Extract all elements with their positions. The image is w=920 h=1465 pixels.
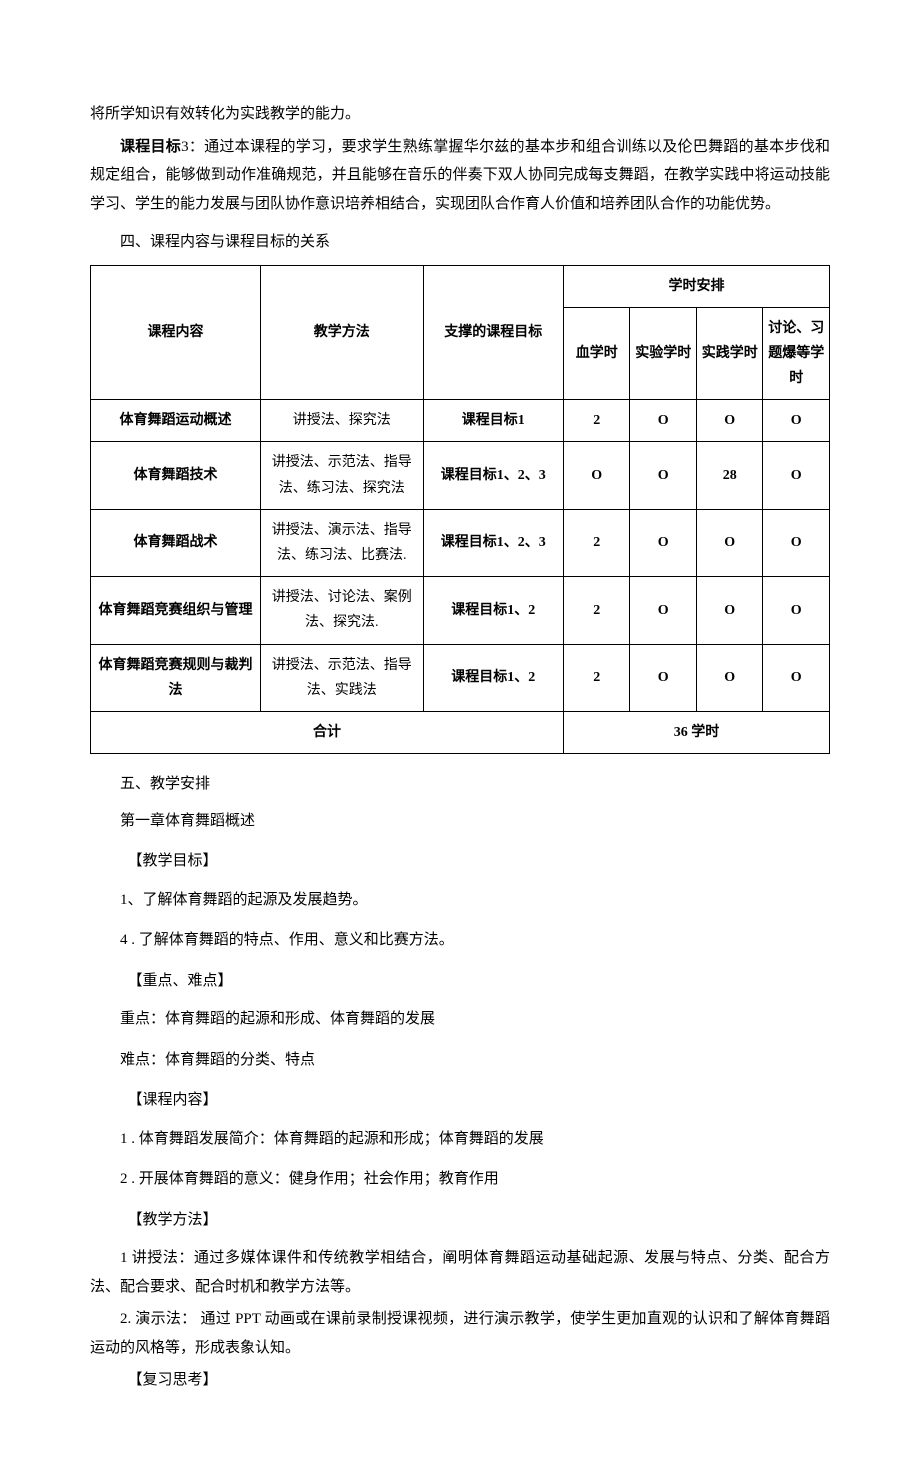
th-h4: 讨论、习题爆等学时 <box>763 307 830 400</box>
content-item-2: 2 . 开展体育舞蹈的意义：健身作用；社会作用；教育作用 <box>90 1165 830 1194</box>
total-value: 36 学时 <box>563 711 829 753</box>
th-h2: 实验学时 <box>630 307 697 400</box>
cell-h4: O <box>763 442 830 509</box>
method-item-1: 1 讲授法：通过多媒体课件和传统教学相结合，阐明体育舞蹈运动基础起源、发展与特点… <box>90 1244 830 1301</box>
cell-h2: O <box>630 442 697 509</box>
cell-content: 体育舞蹈竞赛规则与裁判法 <box>91 644 261 711</box>
cell-target: 课程目标1、2、3 <box>423 442 563 509</box>
cell-h4: O <box>763 644 830 711</box>
goal-3-num: 3： <box>181 139 204 155</box>
cell-h4: O <box>763 509 830 576</box>
content-item-1: 1 . 体育舞蹈发展简介：体育舞蹈的起源和形成；体育舞蹈的发展 <box>90 1125 830 1154</box>
table-row: 体育舞蹈竞赛组织与管理 讲授法、讨论法、案例法、探究法. 课程目标1、2 2 O… <box>91 577 830 644</box>
section-5-heading: 五、教学安排 <box>90 770 830 799</box>
cell-h3: 28 <box>696 442 763 509</box>
goal-3-label: 课程目标 <box>120 139 181 155</box>
cell-target: 课程目标1、2 <box>423 577 563 644</box>
cell-method: 讲授法、演示法、指导法、练习法、比赛法. <box>260 509 423 576</box>
cell-h1: 2 <box>563 509 630 576</box>
cell-h1: 2 <box>563 644 630 711</box>
th-content: 课程内容 <box>91 265 261 400</box>
th-target: 支撑的课程目标 <box>423 265 563 400</box>
cell-content: 体育舞蹈竞赛组织与管理 <box>91 577 261 644</box>
th-method: 教学方法 <box>260 265 423 400</box>
table-total-row: 合计 36 学时 <box>91 711 830 753</box>
cell-h3: O <box>696 577 763 644</box>
goal-3-paragraph: 课程目标3：通过本课程的学习，要求学生熟练掌握华尔兹的基本步和组合训练以及伦巴舞… <box>90 133 830 219</box>
cell-h2: O <box>630 644 697 711</box>
cell-method: 讲授法、示范法、指导法、练习法、探究法 <box>260 442 423 509</box>
cell-method: 讲授法、示范法、指导法、实践法 <box>260 644 423 711</box>
th-h3: 实践学时 <box>696 307 763 400</box>
table-row: 体育舞蹈战术 讲授法、演示法、指导法、练习法、比赛法. 课程目标1、2、3 2 … <box>91 509 830 576</box>
cell-h4: O <box>763 577 830 644</box>
key-points-heading: 【重点、难点】 <box>90 967 830 996</box>
goal-item-1: 1、了解体育舞蹈的起源及发展趋势。 <box>90 886 830 915</box>
cell-h2: O <box>630 400 697 442</box>
cell-method: 讲授法、探究法 <box>260 400 423 442</box>
table-row: 体育舞蹈技术 讲授法、示范法、指导法、练习法、探究法 课程目标1、2、3 O O… <box>91 442 830 509</box>
cell-h1: O <box>563 442 630 509</box>
intro-line-1: 将所学知识有效转化为实践教学的能力。 <box>90 100 830 129</box>
cell-h2: O <box>630 509 697 576</box>
cell-h3: O <box>696 400 763 442</box>
review-heading: 【复习思考】 <box>90 1366 830 1395</box>
cell-h1: 2 <box>563 577 630 644</box>
cell-target: 课程目标1、2 <box>423 644 563 711</box>
chapter-1-title: 第一章体育舞蹈概述 <box>90 807 830 836</box>
cell-h3: O <box>696 509 763 576</box>
cell-h2: O <box>630 577 697 644</box>
cell-h1: 2 <box>563 400 630 442</box>
total-label: 合计 <box>91 711 564 753</box>
cell-content: 体育舞蹈运动概述 <box>91 400 261 442</box>
teaching-goal-heading: 【教学目标】 <box>90 847 830 876</box>
key-point-2: 难点：体育舞蹈的分类、特点 <box>90 1046 830 1075</box>
key-point-1: 重点：体育舞蹈的起源和形成、体育舞蹈的发展 <box>90 1005 830 1034</box>
cell-method: 讲授法、讨论法、案例法、探究法. <box>260 577 423 644</box>
cell-h4: O <box>763 400 830 442</box>
method-item-2: 2. 演示法： 通过 PPT 动画或在课前录制授课视频，进行演示教学，使学生更加… <box>90 1305 830 1362</box>
table-row: 体育舞蹈竞赛规则与裁判法 讲授法、示范法、指导法、实践法 课程目标1、2 2 O… <box>91 644 830 711</box>
goal-item-2: 4 . 了解体育舞蹈的特点、作用、意义和比赛方法。 <box>90 926 830 955</box>
course-content-heading: 【课程内容】 <box>90 1086 830 1115</box>
th-hours: 学时安排 <box>563 265 829 307</box>
cell-target: 课程目标1、2、3 <box>423 509 563 576</box>
cell-content: 体育舞蹈战术 <box>91 509 261 576</box>
table-row: 体育舞蹈运动概述 讲授法、探究法 课程目标1 2 O O O <box>91 400 830 442</box>
course-table: 课程内容 教学方法 支撑的课程目标 学时安排 血学时 实验学时 实践学时 讨论、… <box>90 265 830 755</box>
teaching-method-heading: 【教学方法】 <box>90 1206 830 1235</box>
cell-content: 体育舞蹈技术 <box>91 442 261 509</box>
section-4-heading: 四、课程内容与课程目标的关系 <box>90 228 830 257</box>
cell-target: 课程目标1 <box>423 400 563 442</box>
cell-h3: O <box>696 644 763 711</box>
th-h1: 血学时 <box>563 307 630 400</box>
